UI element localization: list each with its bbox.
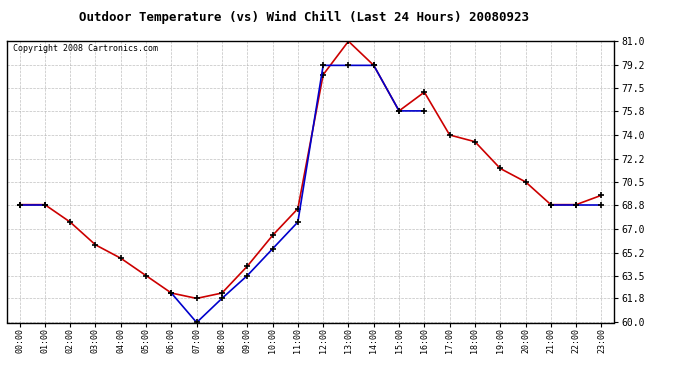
Text: Copyright 2008 Cartronics.com: Copyright 2008 Cartronics.com — [13, 44, 158, 53]
Text: Outdoor Temperature (vs) Wind Chill (Last 24 Hours) 20080923: Outdoor Temperature (vs) Wind Chill (Las… — [79, 11, 529, 24]
